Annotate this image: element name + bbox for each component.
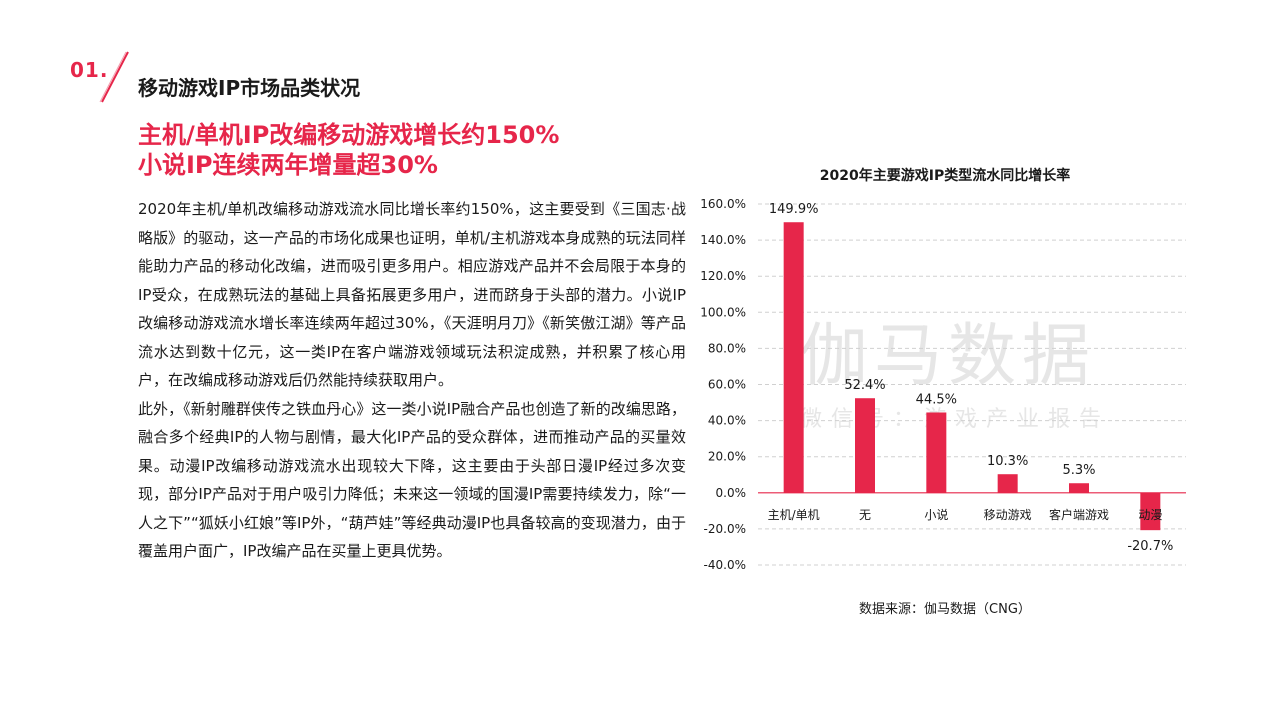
- x-tick-label: 主机/单机: [768, 508, 820, 522]
- bar: [926, 412, 947, 493]
- bar-chart: 160.0% 140.0% 120.0% 100.0% 80.0% 60.0% 40.0% 2…: [700, 197, 1186, 572]
- x-tick-label: 客户端游戏: [1049, 507, 1109, 522]
- y-tick-label: 100.0%: [700, 305, 746, 319]
- slash-accent-icon: [99, 51, 129, 103]
- bar: [783, 222, 804, 493]
- x-tick-label: 动漫: [1138, 508, 1162, 522]
- y-tick-label: 160.0%: [700, 197, 746, 211]
- headline-line-1: 主机/单机IP改编移动游戏增长约150%: [138, 121, 560, 149]
- y-tick-label: -40.0%: [704, 558, 746, 572]
- headline-line-2: 小说IP连续两年增量超30%: [138, 151, 438, 179]
- x-tick-label: 移动游戏: [984, 508, 1032, 522]
- section-title: 移动游戏IP市场品类状况: [138, 76, 361, 100]
- bar: [855, 398, 875, 493]
- y-tick-label: 80.0%: [708, 341, 746, 355]
- y-tick-label: 120.0%: [700, 269, 746, 283]
- data-label: 149.9%: [769, 202, 819, 217]
- y-tick-label: 140.0%: [700, 233, 746, 247]
- data-label: 10.3%: [987, 454, 1028, 469]
- y-tick-label: 40.0%: [708, 414, 746, 428]
- data-label: -20.7%: [1127, 539, 1173, 554]
- headline: 主机/单机IP改编移动游戏增长约150% 小说IP连续两年增量超30%: [138, 120, 559, 180]
- section-number: 01.: [70, 58, 109, 82]
- y-tick-label: 0.0%: [716, 486, 747, 500]
- bar: [1069, 483, 1089, 493]
- x-tick-label: 小说: [924, 507, 948, 522]
- y-tick-label: 60.0%: [708, 378, 746, 392]
- y-tick-label: 20.0%: [708, 450, 746, 464]
- data-source: 数据来源：伽马数据（CNG）: [859, 602, 1031, 617]
- data-label: 44.5%: [916, 392, 957, 407]
- bar: [1140, 492, 1161, 531]
- body-paragraph-2: 此外，《新射雕群侠传之铁血丹心》这一类小说IP融合产品也创造了新的改编思路，融合…: [138, 399, 686, 561]
- body-text: 2020年主机/单机改编移动游戏流水同比增长率约150%，这主要受到《三国志·战…: [138, 195, 686, 566]
- body-paragraph-1: 2020年主机/单机改编移动游戏流水同比增长率约150%，这主要受到《三国志·战…: [138, 200, 686, 389]
- data-label: 52.4%: [844, 378, 885, 393]
- x-tick-label: 无: [859, 508, 871, 522]
- data-label: 5.3%: [1062, 463, 1095, 478]
- chart-title: 2020年主要游戏IP类型流水同比增长率: [819, 168, 1071, 184]
- bar: [997, 474, 1018, 493]
- y-tick-label: -20.0%: [704, 522, 746, 536]
